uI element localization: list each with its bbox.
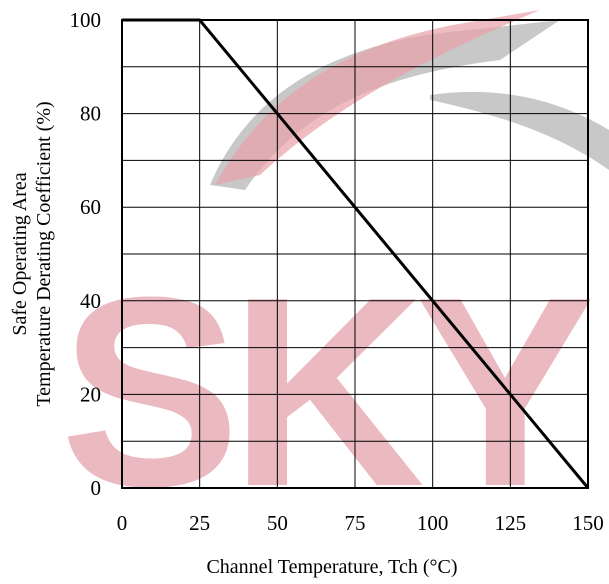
- series-line-derating: [122, 18, 590, 489]
- x-tick-label-25: 25: [189, 511, 210, 535]
- y-axis-title-line-1: Safe Operating Area: [9, 172, 31, 335]
- x-tick-label-0: 0: [117, 511, 128, 535]
- watermark-logo: SKY: [60, 10, 609, 543]
- y-axis-title-line-2: Temperature Derating Coefficient (%): [33, 101, 55, 406]
- x-tick-label-50: 50: [267, 511, 288, 535]
- svg-text:SKY: SKY: [60, 242, 592, 543]
- x-tick-label-150: 150: [572, 511, 604, 535]
- x-tick-label-75: 75: [345, 511, 366, 535]
- y-tick-label-20: 20: [80, 382, 101, 406]
- y-tick-label-0: 0: [91, 476, 102, 500]
- x-tick-label-125: 125: [495, 511, 527, 535]
- y-tick-label-40: 40: [80, 289, 101, 313]
- y-tick-label-100: 100: [70, 8, 102, 32]
- y-tick-label-80: 80: [80, 102, 101, 126]
- y-axis-ticks: 0 20 40 60 80 100: [70, 8, 102, 500]
- plot-frame: [121, 19, 589, 489]
- x-tick-label-100: 100: [417, 511, 449, 535]
- y-tick-label-60: 60: [80, 195, 101, 219]
- x-axis-ticks: 0 25 50 75 100 125 150: [117, 511, 604, 535]
- x-axis-title: Channel Temperature, Tch (°C): [206, 556, 457, 578]
